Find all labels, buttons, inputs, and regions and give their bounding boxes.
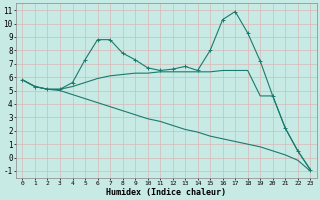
- X-axis label: Humidex (Indice chaleur): Humidex (Indice chaleur): [106, 188, 226, 197]
